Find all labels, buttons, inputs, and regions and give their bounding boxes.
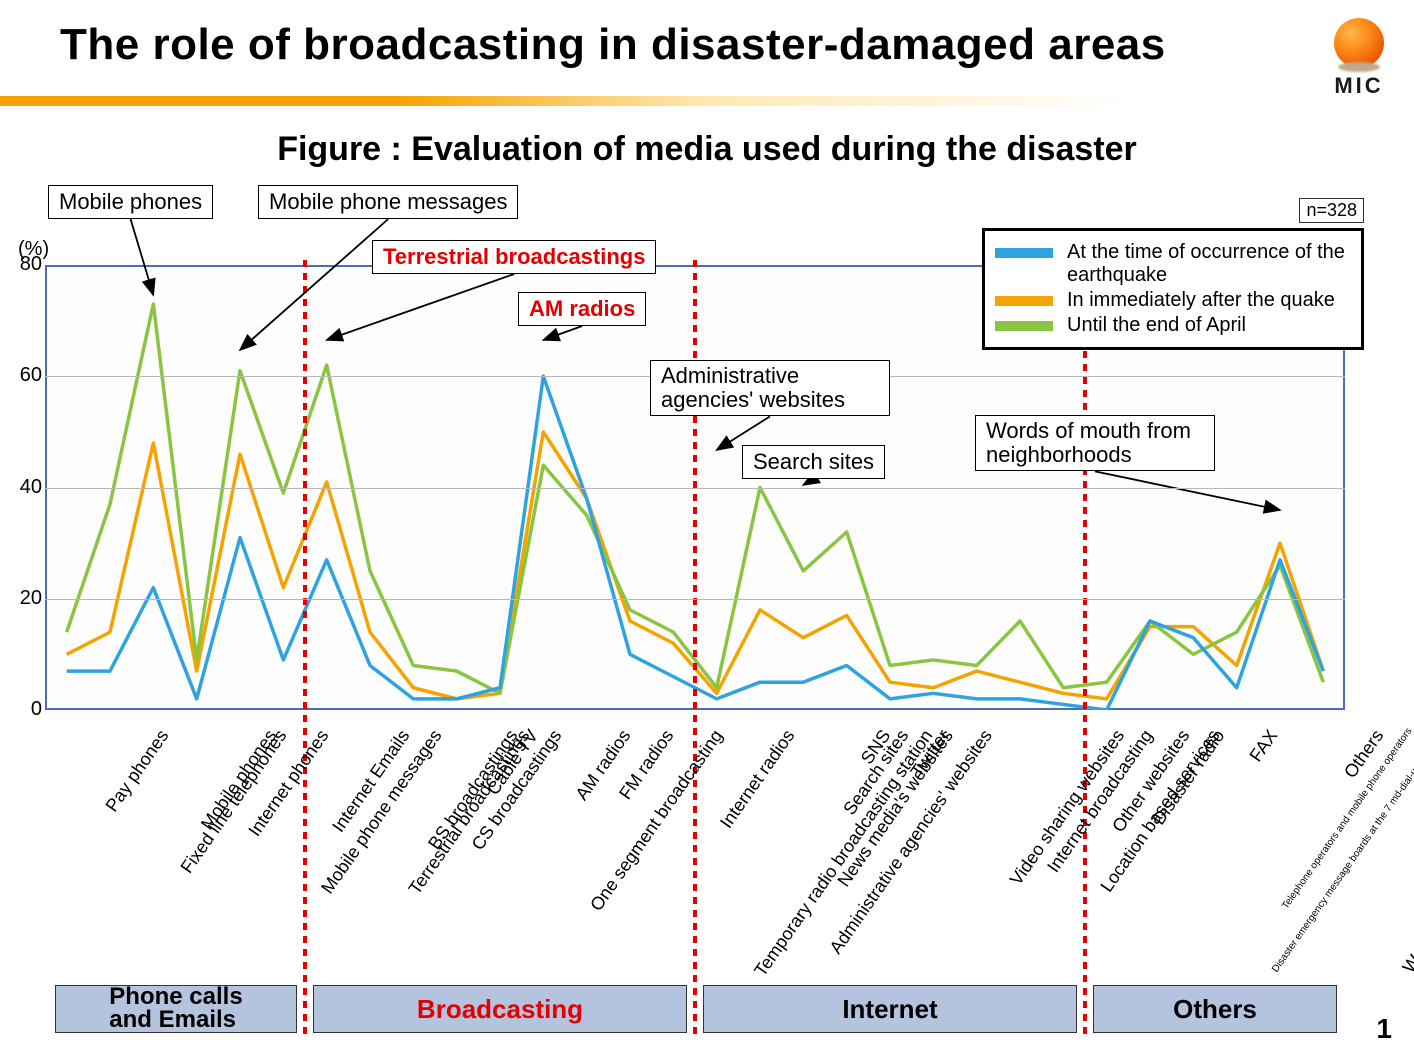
mic-logo: MIC [1334, 18, 1384, 99]
accent-bar [0, 96, 1414, 106]
y-tick-label: 60 [18, 364, 42, 387]
figure-title: Figure : Evaluation of media used during… [0, 130, 1414, 169]
y-tick-label: 80 [18, 253, 42, 276]
callout-label: Mobile phones [48, 185, 213, 219]
legend-label: In immediately after the quake [1067, 289, 1335, 312]
legend-item: Until the end of April [995, 314, 1347, 337]
callout-label: Administrative agencies' websites [650, 360, 890, 416]
legend-label: At the time of occurrence of the earthqu… [1067, 241, 1347, 287]
y-tick-label: 0 [18, 698, 42, 721]
legend-item: In immediately after the quake [995, 289, 1347, 312]
callout-label: Search sites [742, 445, 885, 479]
legend-item: At the time of occurrence of the earthqu… [995, 241, 1347, 287]
slide-title: The role of broadcasting in disaster-dam… [60, 20, 1166, 70]
category-group: Others [1093, 985, 1337, 1033]
y-tick-label: 20 [18, 587, 42, 610]
logo-icon [1334, 18, 1384, 68]
grid-line [45, 599, 1345, 600]
category-group: Phone callsand Emails [55, 985, 297, 1033]
legend-label: Until the end of April [1067, 314, 1246, 337]
legend-swatch [995, 296, 1053, 306]
logo-shadow [1338, 62, 1380, 72]
category-group: Broadcasting [313, 985, 687, 1033]
category-group: Internet [703, 985, 1077, 1033]
y-tick-label: 40 [18, 476, 42, 499]
callout-label: Words of mouth from neighborhoods [975, 415, 1215, 471]
callout-label: Mobile phone messages [258, 185, 518, 219]
callout-label: Terrestrial broadcastings [372, 240, 656, 274]
callout-label: AM radios [518, 292, 646, 326]
legend: At the time of occurrence of the earthqu… [982, 228, 1364, 350]
grid-line [45, 488, 1345, 489]
sample-size: n=328 [1299, 198, 1364, 223]
legend-swatch [995, 248, 1053, 258]
legend-swatch [995, 321, 1053, 331]
page-number: 1 [1376, 1013, 1392, 1045]
